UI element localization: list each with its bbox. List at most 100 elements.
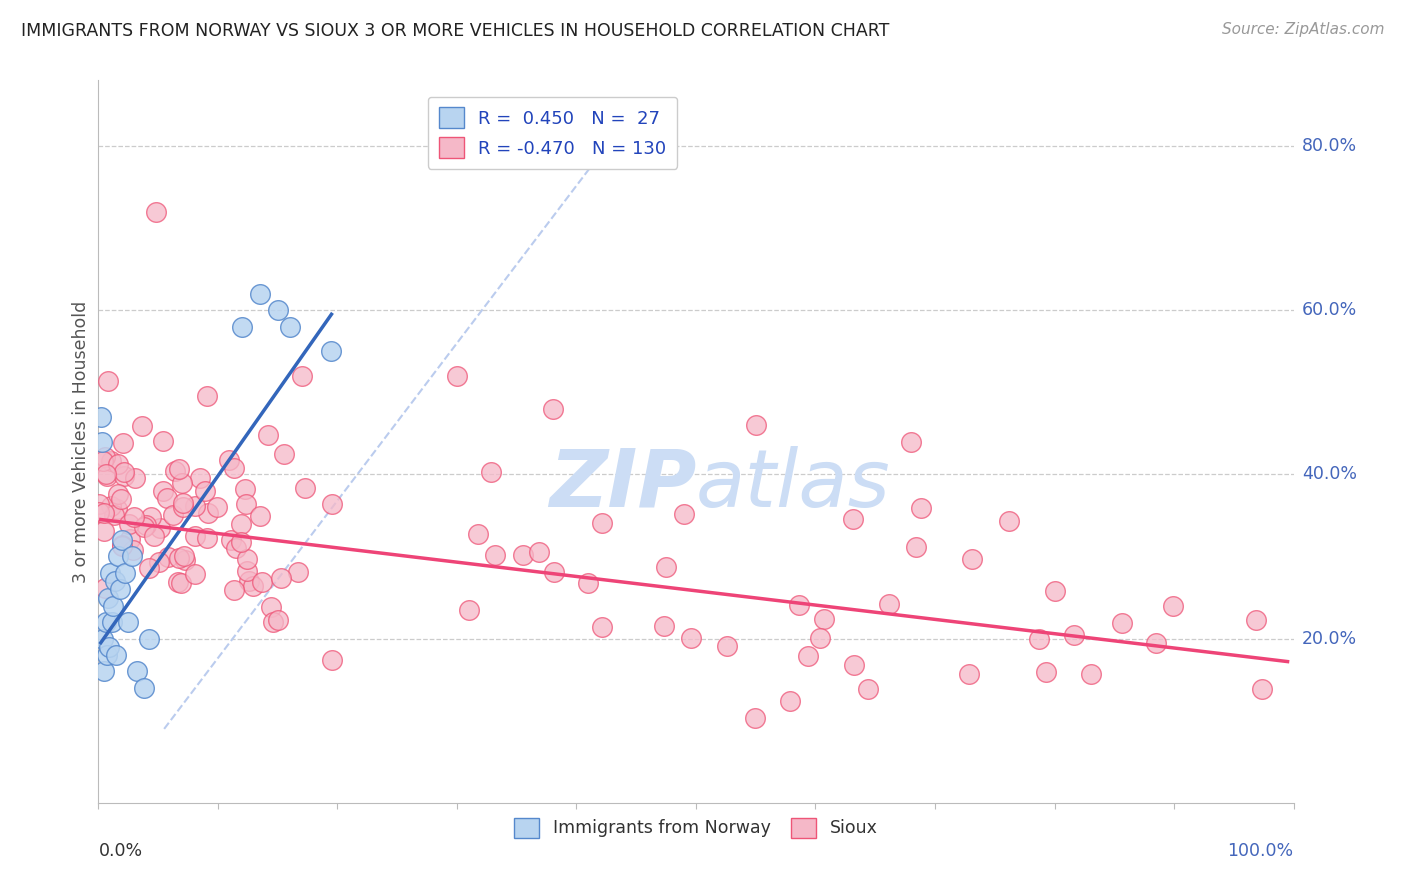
Point bbox=[195, 389, 218, 403]
Point bbox=[141, 509, 163, 524]
Point bbox=[267, 613, 290, 627]
Point bbox=[91, 434, 114, 449]
Point bbox=[222, 461, 245, 475]
Point bbox=[93, 665, 115, 679]
Point bbox=[787, 598, 810, 612]
Point bbox=[1028, 632, 1050, 647]
Point bbox=[167, 574, 190, 589]
Point bbox=[124, 471, 146, 485]
Point bbox=[321, 497, 343, 511]
Point bbox=[291, 368, 314, 383]
Point bbox=[122, 509, 145, 524]
Point bbox=[910, 501, 932, 516]
Legend: Immigrants from Norway, Sioux: Immigrants from Norway, Sioux bbox=[508, 811, 884, 845]
Point bbox=[194, 483, 217, 498]
Point bbox=[170, 576, 193, 591]
Point bbox=[321, 344, 343, 359]
Point bbox=[101, 599, 124, 613]
Point bbox=[235, 497, 257, 511]
Point bbox=[543, 565, 565, 579]
Point bbox=[100, 453, 122, 467]
Point bbox=[103, 508, 125, 522]
Point bbox=[1251, 681, 1274, 696]
Point bbox=[1161, 599, 1184, 613]
Point bbox=[905, 541, 928, 555]
Point bbox=[134, 520, 156, 534]
Text: ZIP: ZIP bbox=[548, 446, 696, 524]
Text: IMMIGRANTS FROM NORWAY VS SIOUX 3 OR MORE VEHICLES IN HOUSEHOLD CORRELATION CHAR: IMMIGRANTS FROM NORWAY VS SIOUX 3 OR MOR… bbox=[21, 22, 890, 40]
Point bbox=[652, 618, 675, 632]
Point bbox=[229, 535, 252, 549]
Point bbox=[120, 532, 142, 546]
Point bbox=[94, 450, 117, 464]
Point bbox=[321, 653, 343, 667]
Point bbox=[117, 615, 139, 630]
Point bbox=[107, 549, 129, 564]
Point bbox=[94, 615, 117, 630]
Point bbox=[591, 620, 613, 634]
Point bbox=[107, 487, 129, 501]
Point bbox=[112, 466, 135, 480]
Point bbox=[813, 612, 835, 626]
Point bbox=[138, 632, 160, 646]
Point bbox=[152, 483, 174, 498]
Point bbox=[1043, 583, 1066, 598]
Point bbox=[111, 538, 134, 552]
Text: 40.0%: 40.0% bbox=[1302, 466, 1357, 483]
Point bbox=[132, 681, 155, 695]
Point bbox=[808, 631, 831, 645]
Point bbox=[184, 529, 207, 543]
Point bbox=[681, 631, 703, 645]
Point bbox=[167, 550, 190, 565]
Point bbox=[108, 582, 131, 597]
Text: 20.0%: 20.0% bbox=[1302, 630, 1357, 648]
Point bbox=[960, 552, 983, 566]
Point bbox=[131, 418, 153, 433]
Text: 0.0%: 0.0% bbox=[98, 842, 142, 860]
Point bbox=[100, 615, 122, 630]
Point bbox=[98, 640, 121, 654]
Point bbox=[672, 507, 695, 521]
Point bbox=[467, 526, 489, 541]
Point bbox=[110, 491, 132, 506]
Point bbox=[231, 319, 253, 334]
Point bbox=[1035, 665, 1057, 679]
Point bbox=[842, 512, 865, 526]
Point bbox=[172, 496, 194, 510]
Point bbox=[173, 549, 195, 564]
Point bbox=[111, 539, 134, 553]
Point bbox=[222, 582, 245, 597]
Point bbox=[900, 434, 922, 449]
Point bbox=[105, 648, 128, 662]
Point bbox=[97, 374, 120, 388]
Point bbox=[745, 418, 768, 433]
Point bbox=[278, 319, 301, 334]
Point bbox=[249, 509, 271, 524]
Text: Source: ZipAtlas.com: Source: ZipAtlas.com bbox=[1222, 22, 1385, 37]
Point bbox=[152, 434, 174, 448]
Point bbox=[235, 551, 257, 566]
Point bbox=[121, 549, 143, 564]
Point bbox=[162, 508, 184, 522]
Point bbox=[100, 499, 122, 513]
Text: 60.0%: 60.0% bbox=[1302, 301, 1357, 319]
Text: 80.0%: 80.0% bbox=[1302, 137, 1357, 155]
Point bbox=[170, 476, 193, 491]
Point bbox=[484, 548, 506, 562]
Text: 100.0%: 100.0% bbox=[1227, 842, 1294, 860]
Point bbox=[91, 632, 114, 646]
Point bbox=[172, 500, 194, 515]
Point bbox=[205, 500, 228, 514]
Point bbox=[716, 639, 738, 653]
Point bbox=[236, 565, 259, 579]
Point bbox=[156, 491, 179, 505]
Point bbox=[111, 533, 134, 547]
Point bbox=[1111, 615, 1133, 630]
Point bbox=[957, 667, 980, 681]
Point bbox=[184, 499, 207, 513]
Point bbox=[111, 436, 134, 450]
Point bbox=[512, 548, 534, 562]
Point bbox=[238, 574, 260, 588]
Point bbox=[267, 303, 290, 318]
Point bbox=[242, 579, 264, 593]
